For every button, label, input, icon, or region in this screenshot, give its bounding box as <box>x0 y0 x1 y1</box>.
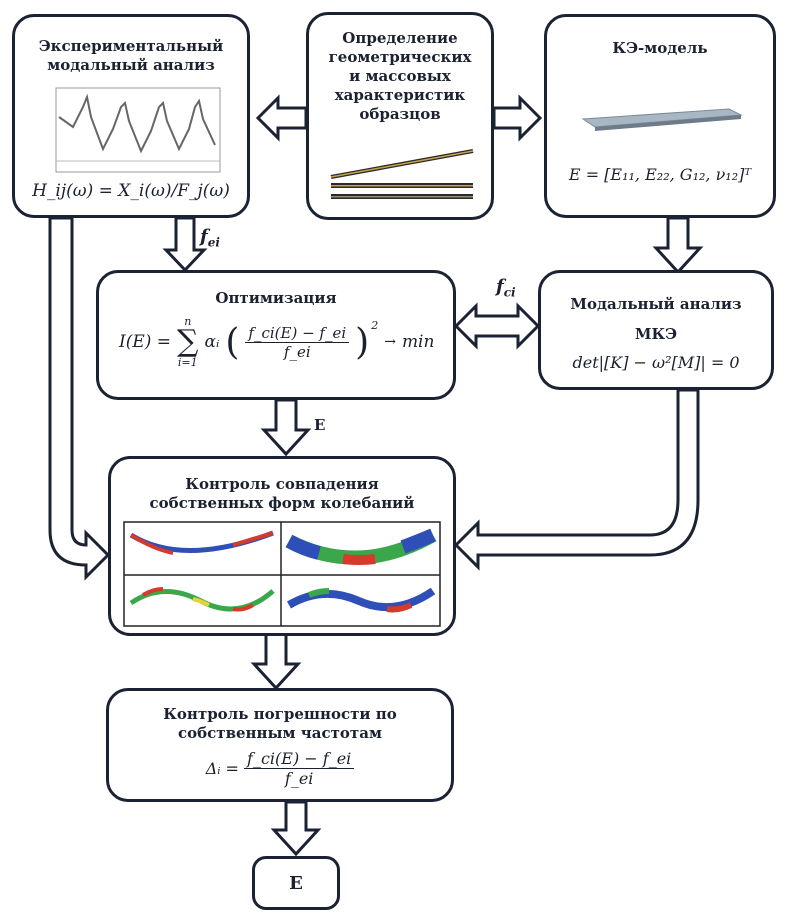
objective-coef: αᵢ <box>204 332 220 352</box>
error-control-title: Контроль погрешности по собственным част… <box>163 705 397 742</box>
square-exponent-icon: 2 <box>371 319 379 332</box>
fe-beam-image <box>581 108 743 131</box>
error-control-box: Контроль погрешности по собственным част… <box>106 688 454 802</box>
arrow-error-to-result <box>270 800 322 857</box>
sum-top: n <box>184 315 192 328</box>
objective-frac-den: f_ei <box>283 342 311 361</box>
right-paren-icon: ) <box>355 321 370 363</box>
optimization-box: Оптимизация I(E) = n ∑ i=1 αᵢ ( f_ci(E) … <box>96 270 456 400</box>
arrow-specimens-to-fe-model <box>492 94 543 142</box>
modal-fem-title-line2: МКЭ <box>634 325 678 343</box>
arrow-mode-to-error-control <box>250 632 302 691</box>
arrow-to-min-icon: → <box>384 334 396 350</box>
sum-symbol: n ∑ i=1 <box>177 315 198 369</box>
specimens-box: Определение геометрических и массовых ха… <box>306 12 494 220</box>
specimens-image <box>330 149 474 199</box>
optimization-title: Оптимизация <box>215 289 337 307</box>
objective-lhs: I(E) = <box>119 332 172 352</box>
modal-fem-formula: det|[K] − ω²[M]| = 0 <box>572 353 740 372</box>
modal-fem-title-line1: Модальный анализ <box>570 295 742 313</box>
label-fei: fei <box>200 226 220 250</box>
arrow-experimental-to-mode-control <box>48 216 111 581</box>
result-box: E <box>252 856 340 910</box>
sum-sigma-icon: ∑ <box>177 324 199 359</box>
arrow-specimens-to-experimental <box>255 94 308 142</box>
arrow-modal-to-mode-control <box>453 388 700 571</box>
objective-function: I(E) = n ∑ i=1 αᵢ ( f_ci(E) − f_ei f_ei … <box>119 315 434 369</box>
error-frac-den: f_ei <box>284 769 314 788</box>
result-label: E <box>289 873 303 894</box>
fe-parameters-formula: E = [E₁₁, E₂₂, G₁₂, ν₁₂]ᵀ <box>568 165 752 184</box>
fe-model-box: КЭ-модель E = [E₁₁, E₂₂, G₁₂, ν₁₂]ᵀ <box>544 14 776 218</box>
modal-fem-box: Модальный анализ МКЭ det|[K] − ω²[M]| = … <box>538 270 774 390</box>
label-fci: fci <box>496 276 516 300</box>
specimens-title: Определение геометрических и массовых ха… <box>328 29 472 123</box>
arrow-opt-to-mode-control <box>260 398 312 457</box>
mode-control-title: Контроль совпадения собственных форм кол… <box>149 475 415 512</box>
arrow-fe-to-modal <box>652 216 704 275</box>
frf-formula: H_ij(ω) = X_i(ω)/F_j(ω) <box>32 181 230 201</box>
arrow-opt-modal-bidirectional <box>453 302 541 350</box>
left-paren-icon: ( <box>225 321 240 363</box>
fe-model-title: КЭ-модель <box>612 39 708 57</box>
arrow-experimental-to-optimization <box>162 216 208 273</box>
objective-fraction: f_ci(E) − f_ei f_ei <box>245 324 350 361</box>
objective-rhs: min <box>401 332 435 352</box>
frf-plot <box>55 87 221 173</box>
error-frac-num: f_ci(E) − f_ei <box>244 749 355 769</box>
sum-bottom: i=1 <box>177 356 198 369</box>
experimental-title: Экспериментальный модальный анализ <box>38 37 224 74</box>
error-lhs: Δᵢ = <box>205 759 239 778</box>
error-formula: Δᵢ = f_ci(E) − f_ei f_ei <box>109 749 451 788</box>
mode-control-box: Контроль совпадения собственных форм кол… <box>108 456 456 636</box>
mode-shapes-grid <box>123 521 441 627</box>
objective-frac-num: f_ci(E) − f_ei <box>245 324 350 343</box>
error-fraction: f_ci(E) − f_ei f_ei <box>244 749 355 788</box>
experimental-modal-analysis-box: Экспериментальный модальный анализ H_ij(… <box>12 14 250 218</box>
label-e-optimized: E <box>314 416 326 434</box>
